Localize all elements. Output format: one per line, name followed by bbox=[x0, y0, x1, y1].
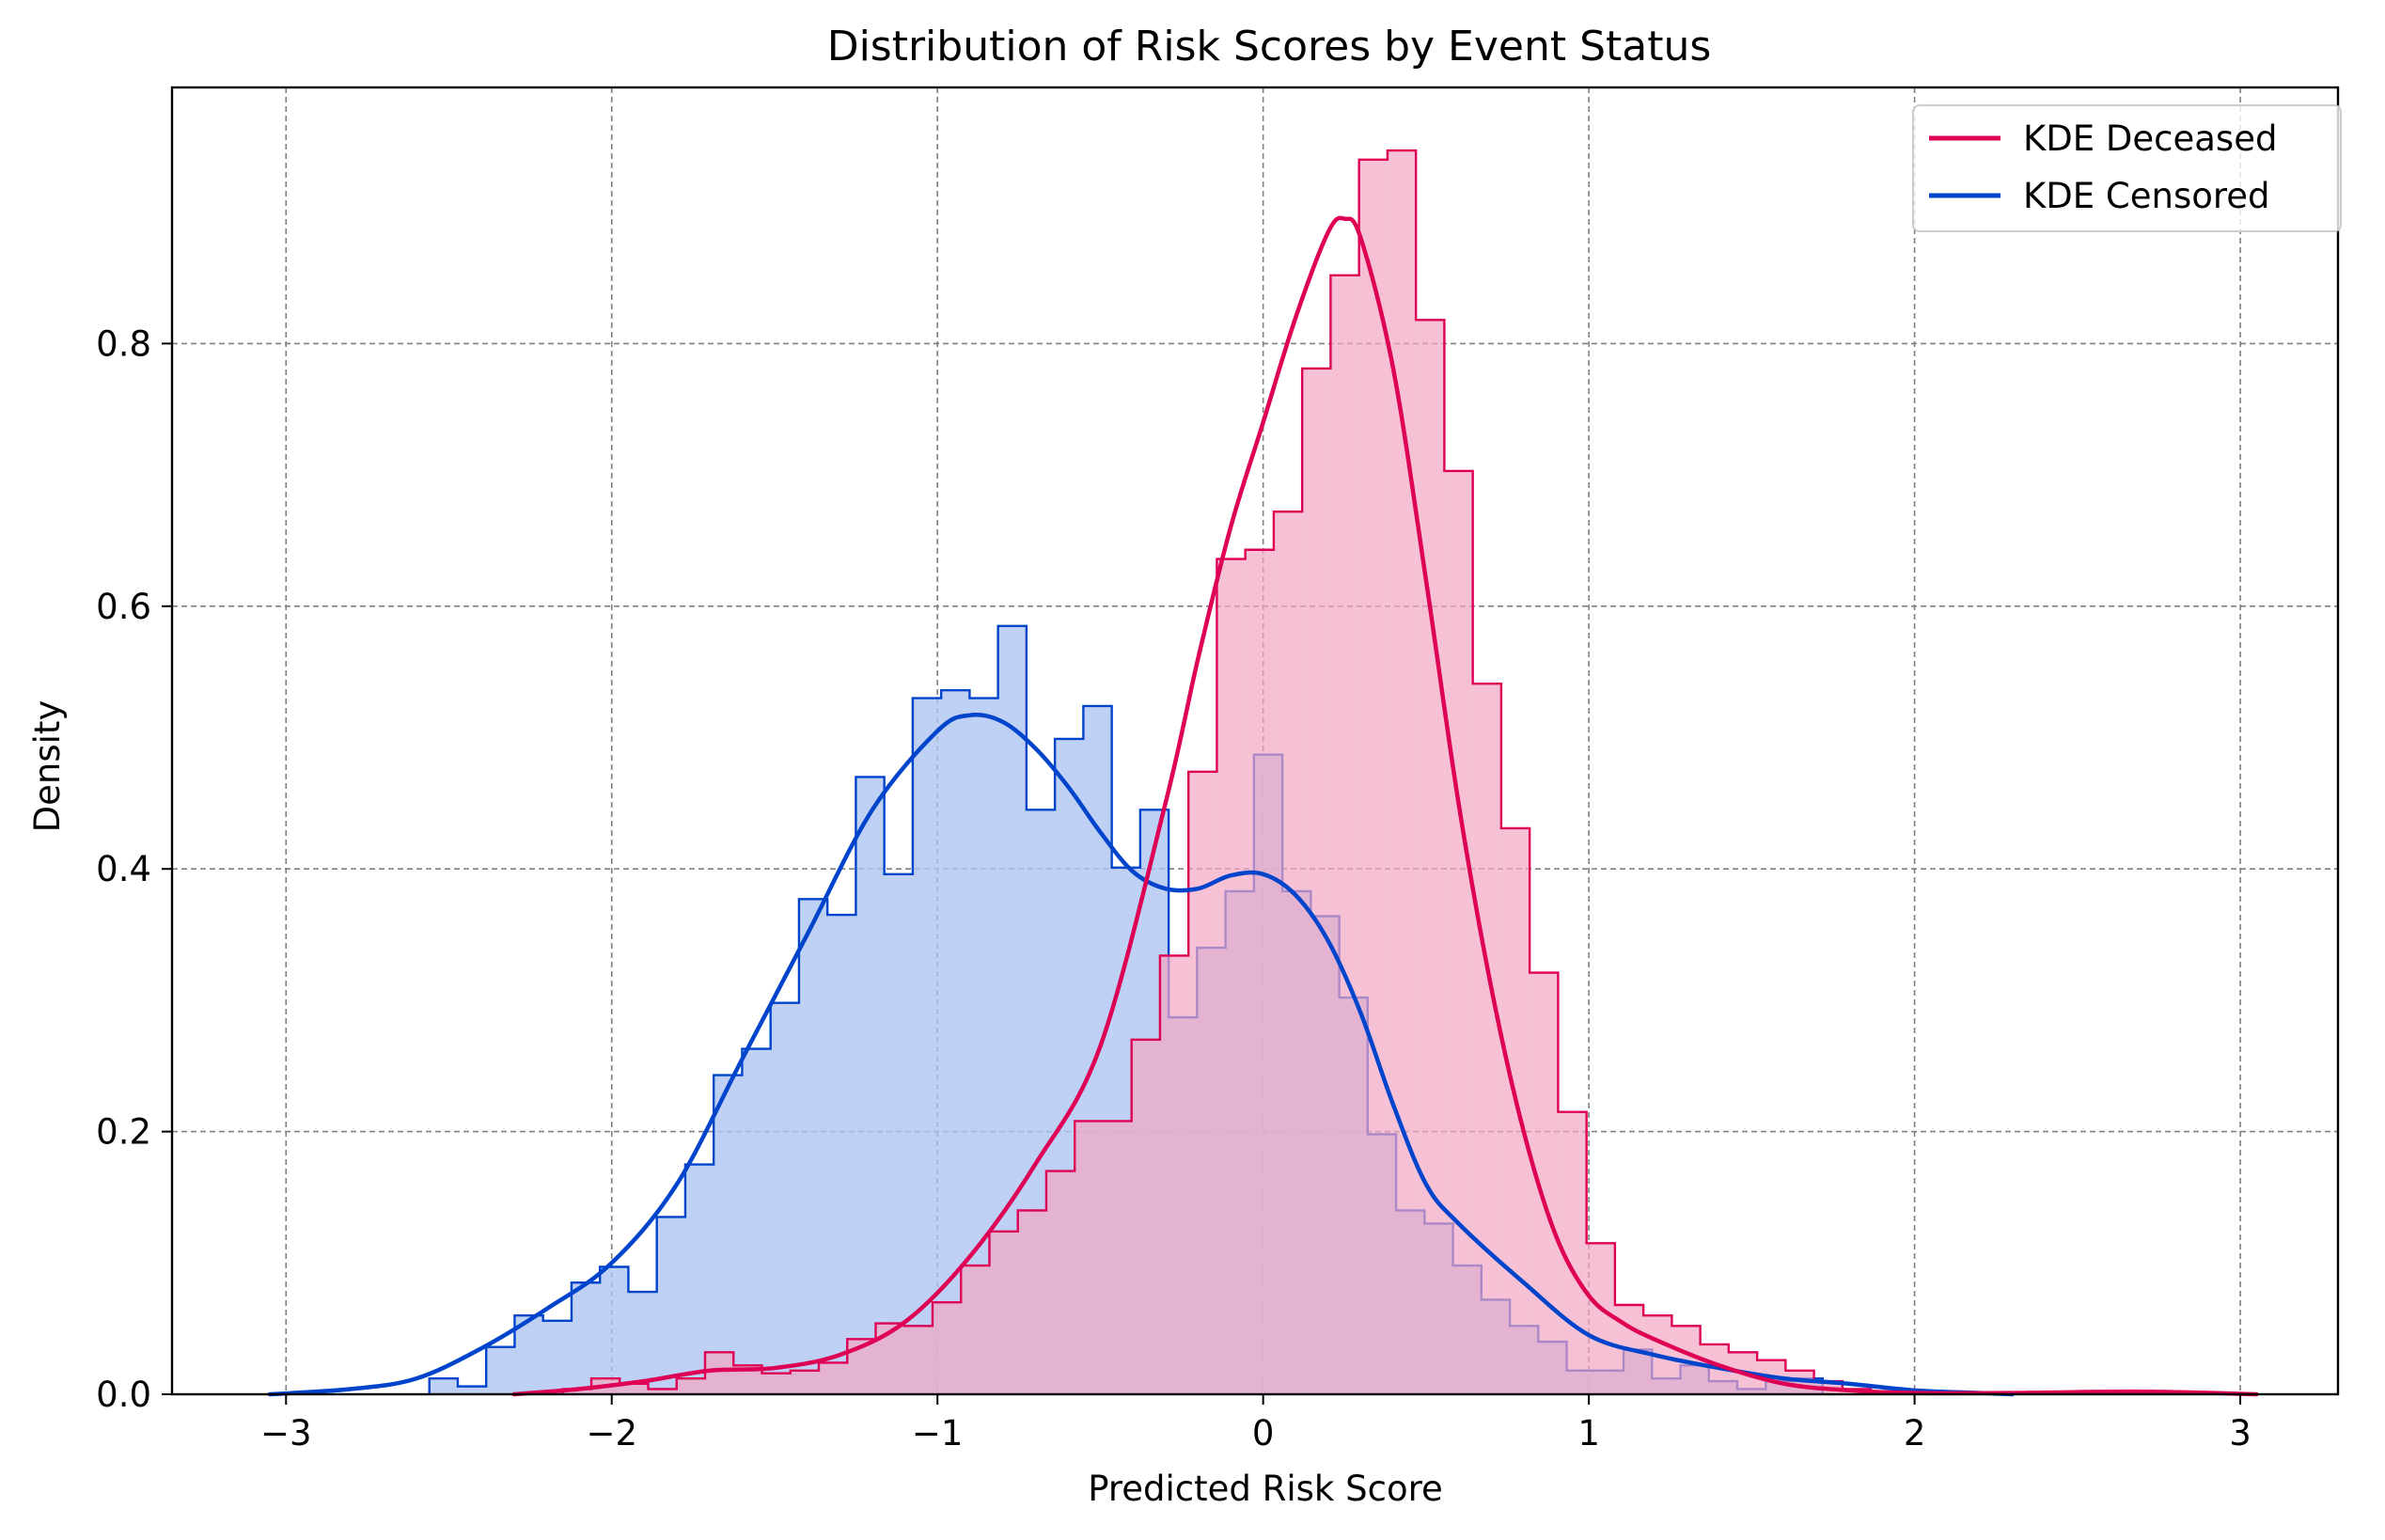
kde-censored-hist-bar bbox=[486, 1346, 515, 1394]
kde-censored-hist-bar bbox=[571, 1282, 601, 1394]
kde-censored-hist-bar bbox=[884, 873, 913, 1394]
x-tick-label: 2 bbox=[1904, 1413, 1926, 1454]
kde-deceased-hist-bar bbox=[1530, 972, 1559, 1394]
legend-box bbox=[1912, 104, 2342, 232]
kde-deceased-hist-bar bbox=[1387, 150, 1417, 1394]
kde-censored-hist-bar bbox=[429, 1378, 458, 1394]
kde-deceased-hist-bar bbox=[1472, 684, 1501, 1394]
kde-deceased-hist-bar bbox=[1358, 159, 1388, 1394]
kde-deceased-hist-bar bbox=[648, 1389, 677, 1394]
kde-deceased-hist-bar bbox=[704, 1352, 734, 1394]
kde-deceased-hist-bar bbox=[1330, 275, 1359, 1395]
kde-censored-hist-bar bbox=[827, 915, 856, 1394]
kde-deceased-hist-bar bbox=[1159, 955, 1189, 1394]
x-axis-label: Predicted Risk Score bbox=[1088, 1469, 1443, 1509]
kde-deceased-hist-bar bbox=[1103, 1121, 1132, 1394]
kde-deceased-hist-bar bbox=[1131, 1039, 1160, 1394]
kde-censored-hist-bar bbox=[798, 899, 828, 1394]
x-tick-label: 0 bbox=[1252, 1413, 1275, 1454]
axes-frame bbox=[170, 86, 2340, 1396]
y-tick-label: 0.8 bbox=[96, 323, 151, 364]
kde-deceased-hist-bar bbox=[818, 1362, 848, 1394]
chart-title: Distribution of Risk Scores by Event Sta… bbox=[827, 23, 1712, 71]
y-tick-label: 0.0 bbox=[96, 1375, 151, 1415]
kde-deceased-hist-bar bbox=[1075, 1121, 1104, 1394]
y-tick-label: 0.4 bbox=[96, 849, 151, 889]
kde-censored-hist-bar bbox=[542, 1320, 572, 1394]
kde-deceased-hist-bar bbox=[1586, 1243, 1615, 1394]
kde-censored-hist-bar bbox=[770, 1002, 799, 1394]
kde-censored-hist-bar bbox=[656, 1217, 685, 1394]
kde-deceased-hist-bar bbox=[932, 1302, 962, 1394]
kde-deceased-hist-bar bbox=[1444, 470, 1473, 1395]
kde-deceased-hist-bar bbox=[790, 1370, 819, 1394]
kde-deceased-hist-bar bbox=[903, 1326, 933, 1394]
kde-censored-hist-bar bbox=[457, 1386, 487, 1394]
kde-deceased-hist-bar bbox=[1500, 827, 1530, 1394]
kde-censored-hist-bar bbox=[628, 1292, 657, 1394]
kde-censored-hist-bar bbox=[855, 777, 885, 1394]
kde-deceased-curve bbox=[511, 215, 2259, 1397]
kde-censored-curve bbox=[267, 713, 2015, 1397]
y-axis-label: Density bbox=[27, 700, 68, 833]
x-tick-label: −3 bbox=[260, 1413, 312, 1454]
kde-deceased-hist-bar bbox=[875, 1323, 904, 1394]
kde-deceased-hist-bar bbox=[1416, 320, 1445, 1394]
legend: KDE Deceased KDE Censored bbox=[1912, 104, 2342, 232]
kde-curves bbox=[267, 215, 2259, 1397]
kde-deceased-hist-bar bbox=[1045, 1171, 1075, 1394]
x-tick-label: −2 bbox=[586, 1413, 637, 1454]
kde-deceased-hist-bar bbox=[676, 1378, 705, 1394]
kde-deceased-hist-bar bbox=[562, 1389, 592, 1394]
kde-deceased-hist-bar bbox=[1188, 771, 1217, 1394]
plot-frame bbox=[170, 86, 2340, 1396]
x-tick-label: 3 bbox=[2229, 1413, 2252, 1454]
legend-label-censored: KDE Censored bbox=[2023, 176, 2270, 216]
axis-ticks: −3 −2 −1 0 1 2 3 0.0 0.2 0.4 0.6 0.8 bbox=[96, 323, 2252, 1454]
kde-deceased-hist-outline bbox=[561, 149, 1901, 1394]
x-tick-label: −1 bbox=[912, 1413, 964, 1454]
kde-deceased-hist-bar bbox=[1302, 368, 1331, 1394]
kde-deceased-hist-bar bbox=[1017, 1210, 1046, 1394]
kde-deceased-hist-bar bbox=[961, 1265, 990, 1394]
x-tick-label: 1 bbox=[1577, 1413, 1600, 1454]
kde-deceased-hist-bar bbox=[1245, 549, 1274, 1394]
kde-censored-hist-bar bbox=[600, 1266, 629, 1394]
kde-deceased-hist-bar bbox=[989, 1231, 1018, 1394]
kde-deceased-hist-bar bbox=[620, 1383, 649, 1394]
kde-censored-hist-bar bbox=[742, 1048, 771, 1394]
kde-deceased-hist-bar bbox=[761, 1373, 791, 1394]
y-tick-label: 0.6 bbox=[96, 587, 151, 627]
kde-deceased-hist-bar bbox=[1273, 511, 1303, 1394]
kde-censored-hist-bar bbox=[714, 1075, 743, 1394]
y-tick-label: 0.2 bbox=[96, 1112, 151, 1153]
kde-censored-hist-bar bbox=[912, 698, 942, 1394]
legend-label-deceased: KDE Deceased bbox=[2023, 118, 2277, 159]
kde-deceased-hist-bar bbox=[1216, 558, 1246, 1394]
